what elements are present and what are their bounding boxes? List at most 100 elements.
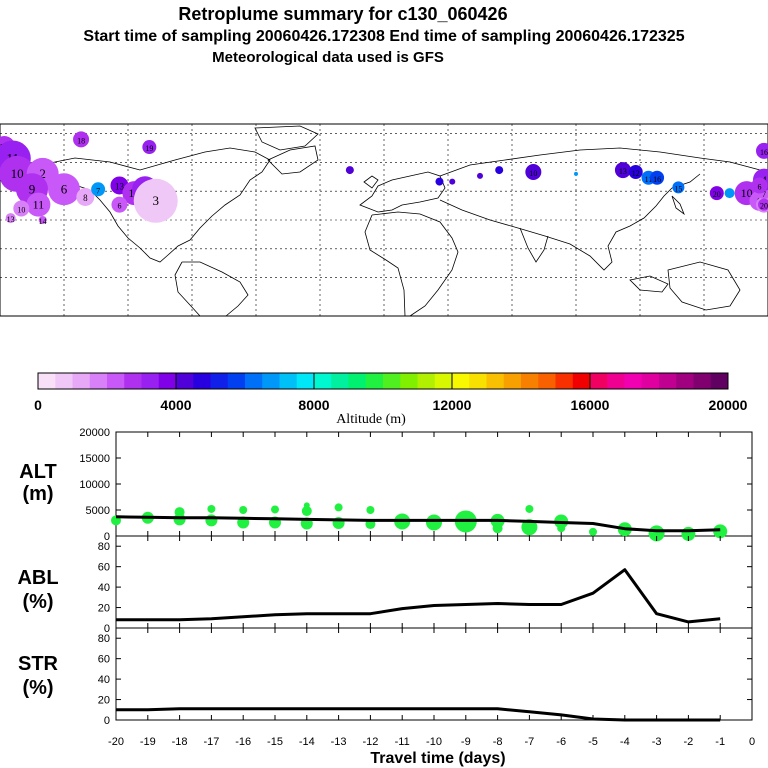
plume-clusters: 1711102961110131487131343618191013121116… — [0, 131, 768, 226]
plume-cluster — [91, 182, 106, 197]
x-tick-label: -13 — [331, 736, 347, 748]
colorbar-cell — [624, 373, 643, 389]
x-tick-label: -3 — [652, 736, 662, 748]
x-tick-label: -6 — [556, 736, 566, 748]
alt-scatter-point — [366, 506, 375, 514]
abl-ytick-label: 20 — [98, 603, 110, 615]
plume-cluster — [709, 186, 724, 201]
alt-scatter-point — [589, 527, 597, 536]
plume-cluster-label: 14 — [39, 217, 47, 226]
chart-title: Retroplume summary for c130_060426 — [178, 4, 507, 24]
alt-scatter-point — [303, 502, 310, 509]
plume-cluster-label: 13 — [7, 215, 15, 224]
plume-cluster — [628, 165, 643, 179]
colorbar-tick-label: 20000 — [709, 397, 748, 413]
plume-cluster — [751, 177, 768, 194]
str-series-line — [116, 707, 721, 722]
colorbar-cell — [38, 373, 56, 389]
alt-series-line — [115, 515, 721, 533]
abl-series-line — [116, 568, 721, 624]
colorbar-cell — [279, 373, 298, 389]
colorbar-cell — [107, 373, 125, 389]
x-tick-label: -20 — [108, 736, 124, 748]
plume-cluster-label: 13 — [115, 181, 125, 191]
colorbar-cell — [572, 373, 591, 389]
str-ytick-label: 40 — [98, 674, 110, 686]
plume-cluster — [76, 187, 95, 206]
colorbar-cells — [38, 373, 729, 389]
colorbar-cell — [383, 373, 401, 389]
alt-scatter-point — [205, 514, 218, 527]
plume-cluster-label: 19 — [145, 144, 153, 153]
colorbar-cell — [158, 373, 177, 389]
colorbar-cell — [296, 373, 315, 389]
colorbar-cell — [434, 373, 453, 389]
met-data-line: Meteorological data used is GFS — [212, 49, 444, 66]
plume-cluster — [614, 162, 631, 179]
colorbar-cell — [417, 373, 436, 389]
colorbar-cell — [400, 373, 418, 389]
colorbar-cell — [469, 373, 487, 389]
plume-cluster — [758, 198, 768, 211]
plume-cluster — [38, 216, 47, 224]
plume-cluster — [26, 192, 51, 217]
abl-panel: ABL (%) — [17, 535, 753, 629]
colorbar-cell — [710, 373, 729, 389]
plume-cluster — [724, 188, 735, 199]
plume-cluster-label: 7 — [96, 186, 100, 195]
colorbar-cell — [55, 373, 73, 389]
x-tick-label: 0 — [749, 736, 755, 748]
str-ytick-label: 60 — [98, 654, 110, 666]
alt-scatter-point — [713, 524, 728, 539]
plume-cluster — [650, 170, 665, 185]
plume-cluster-label: 18 — [77, 136, 85, 145]
abl-ytick-label: 0 — [104, 623, 110, 635]
sampling-times: Start time of sampling 20060426.172308 E… — [83, 28, 684, 45]
world-map: 1711102961110131487131343618191013121116… — [0, 123, 768, 317]
plume-cluster — [525, 164, 542, 180]
alt-label: ALT — [19, 461, 56, 483]
alt-scatter-point — [426, 514, 442, 531]
coastlines — [39, 125, 768, 317]
alt-scatter-point — [521, 519, 538, 536]
colorbar-cell — [124, 373, 142, 389]
x-tick-label: -2 — [684, 736, 694, 748]
abl-label: ABL — [17, 567, 58, 589]
colorbar-cell — [590, 373, 608, 389]
plume-cluster-label: 10 — [529, 169, 537, 178]
colorbar-cell — [503, 373, 522, 389]
plume-cluster — [111, 196, 128, 213]
x-tick-label: -19 — [140, 736, 156, 748]
str-ytick-label: 80 — [98, 633, 110, 645]
plume-cluster-label: 15 — [674, 184, 682, 193]
plume-cluster — [133, 178, 178, 223]
plume-cluster-label: 10 — [741, 186, 753, 200]
colorbar-tick-label: 4000 — [160, 397, 191, 413]
plume-cluster — [449, 178, 456, 185]
colorbar-cell — [365, 373, 384, 389]
colorbar-cell — [659, 373, 677, 389]
plume-cluster-label: 6 — [117, 202, 121, 211]
x-tick-label: -9 — [461, 736, 471, 748]
alt-ytick-label: 20000 — [79, 427, 110, 439]
x-tick-label: -11 — [395, 736, 410, 748]
colorbar-tick-labels: 0 4000 8000 12000 16000 20000 — [34, 373, 748, 413]
plume-cluster — [73, 131, 90, 148]
x-axis-label: Travel time (days) — [370, 750, 505, 767]
x-tick-label: -16 — [235, 736, 251, 748]
str-panel: STR (%) — [18, 627, 753, 721]
plume-cluster — [5, 213, 16, 224]
x-tick-label: -7 — [525, 736, 535, 748]
x-tick-label: -14 — [299, 736, 315, 748]
x-tick-label: -12 — [362, 736, 378, 748]
plume-cluster-label: 10 — [11, 166, 24, 181]
colorbar-cell — [641, 373, 660, 389]
colorbar-cell — [210, 373, 229, 389]
alt-scatter-point — [239, 506, 248, 514]
x-axis: -20 -19 -18 -17 -16 -15 -14 -13 -12 -11 -10 -9 -8 -7-… — [108, 736, 755, 748]
colorbar-cell — [314, 373, 332, 389]
plume-cluster — [756, 142, 768, 159]
colorbar-cell — [486, 373, 505, 389]
alt-scatter-point — [334, 503, 343, 512]
